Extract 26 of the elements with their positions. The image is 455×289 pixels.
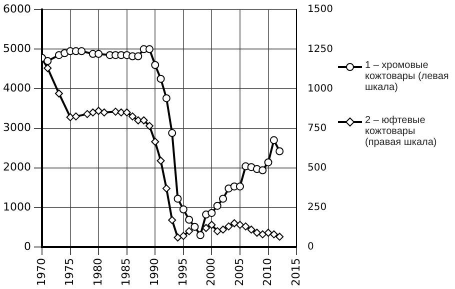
y-tick-label: 5000 <box>2 42 31 56</box>
y-tick-label: 6000 <box>2 2 31 16</box>
x-tick-label: 2005 <box>232 258 246 286</box>
y-tick-label: 1000 <box>2 200 31 214</box>
y-tick-label: 0 <box>24 240 31 253</box>
y2-tick-label: 0 <box>308 242 314 253</box>
y2-tick-label: 1000 <box>308 83 334 94</box>
y-tick-label: 3000 <box>2 121 31 134</box>
x-tick-label: 1970 <box>34 258 48 286</box>
y2-tick-label: 500 <box>308 162 327 174</box>
y2-tick-label: 250 <box>308 202 327 214</box>
x-tick-label: 2000 <box>204 258 218 286</box>
x-tick-label: 1975 <box>63 258 76 286</box>
y-tick-label: 2000 <box>2 160 31 174</box>
y2-tick-label: 1250 <box>308 44 334 55</box>
x-tick-label: 1985 <box>120 258 133 286</box>
x-tick-label: 2010 <box>261 258 274 286</box>
x-tick-label: 1995 <box>176 258 190 286</box>
x-tick-label: 1980 <box>91 258 104 286</box>
x-tick-label: 2015 <box>289 258 302 286</box>
legend-label: 2 – юфтевые кожтовары (правая шкала) <box>365 115 438 148</box>
y2-tick-label: 1500 <box>308 4 334 16</box>
y-tick-label: 4000 <box>2 82 31 95</box>
y2-tick-label: 750 <box>308 122 327 134</box>
legend-label: 1 – хромовые кожтовары (левая шкала) <box>365 60 450 93</box>
x-tick-label: 1990 <box>148 258 161 286</box>
